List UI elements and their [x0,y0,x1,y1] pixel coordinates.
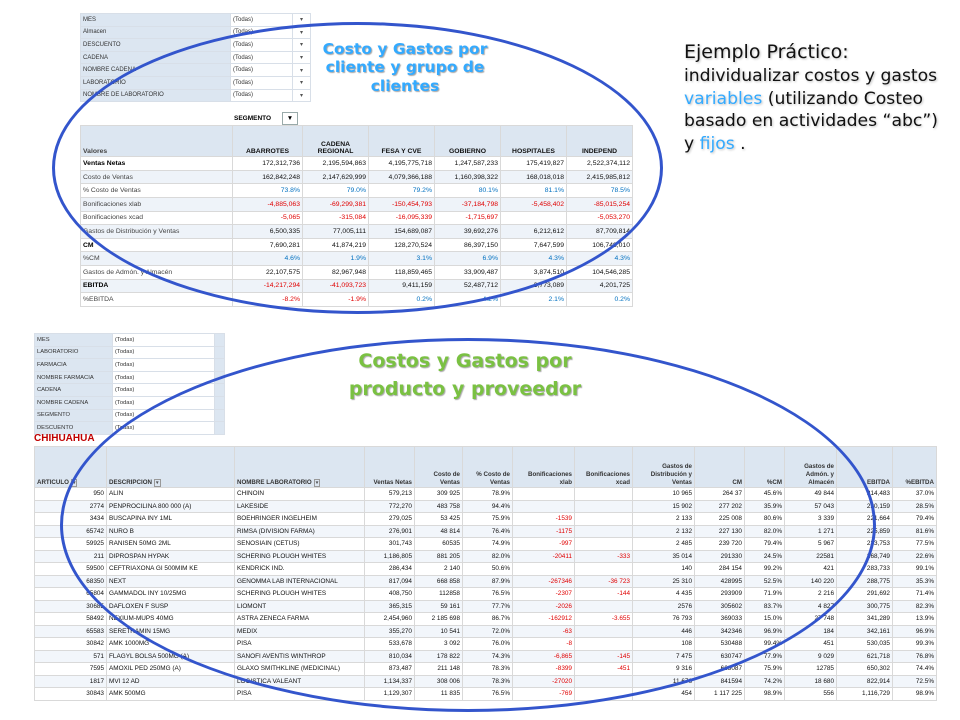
table-cell: 12785 [784,662,837,676]
table-cell: 76.8% [892,649,937,663]
top-highlight-ellipse [52,22,663,314]
explanation-highlight-variables: variables [684,88,763,109]
filter-label: NOMBRE CADENA [34,395,113,410]
explanation-title: Ejemplo Práctico: [684,41,849,63]
table-cell: 99.3% [892,637,937,651]
table-cell: 1 117 225 [694,687,745,701]
table-cell: 98.9% [744,687,785,701]
table-cell: 342,161 [836,624,893,638]
table-cell: 65583 [34,624,107,638]
table-cell: 82.3% [892,599,937,613]
bottom-highlight-ellipse [60,338,876,712]
table-cell: 621,718 [836,649,893,663]
filter-value[interactable]: (Todas) [112,345,215,360]
table-cell: 18 680 [784,674,837,688]
table-cell: 571 [34,649,107,663]
table-cell: MVI 12 AD [106,674,235,688]
filter-label: CADENA [34,383,113,397]
table-cell: 341,289 [836,612,893,626]
filter-value[interactable]: (Todas) [230,13,293,27]
filter-row: FARMACIA (Todas) [34,358,225,372]
table-cell: 22.6% [892,549,937,563]
table-cell: 9 029 [784,649,837,663]
filter-label: LABORATORIO [34,345,113,360]
filter-value[interactable]: (Todas) [112,358,215,372]
explanation-highlight-fijos: fijos [699,134,735,155]
table-cell: 96.9% [892,624,937,638]
table-cell: 1817 [34,674,107,688]
explanation-part3: . [734,134,746,155]
customer-cost-callout: Costo y Gastos por cliente y grupo de cl… [322,40,488,95]
table-cell: 98.9% [892,687,937,701]
table-cell: 30843 [34,687,107,701]
table-cell: 28.5% [892,499,937,513]
table-cell: 71.4% [892,587,937,601]
filter-row: LABORATORIO (Todas) [34,345,225,360]
table-cell: 77.5% [892,537,937,551]
table-cell: 822,914 [836,674,893,688]
table-cell: 99.1% [892,562,937,576]
table-cell: 530,035 [836,637,893,651]
table-cell: 75.9% [744,662,785,676]
table-cell: 74.2% [744,674,785,688]
table-cell: 13.9% [892,612,937,626]
region-label: CHIHUAHUA [34,433,95,444]
table-cell: 74.4% [892,662,937,676]
column-header-label: ARTICULO [37,478,69,486]
table-cell: 451 [784,637,837,651]
table-cell: 58492 [34,612,107,626]
filter-spacer [214,333,225,347]
filter-spacer [214,358,225,372]
filter-label: MES [80,13,231,27]
filter-label: Almacen [80,25,231,40]
filter-label: MES [34,333,113,347]
filter-value[interactable]: (Todas) [112,370,215,385]
filter-label: SEGMENTO [34,408,113,423]
row-label: %EBITDA [80,292,233,307]
filter-row: MES (Todas) ▾ [80,13,311,27]
table-cell: 37.0% [892,487,937,501]
column-header: %EBITDA [892,446,937,488]
column-header-label: EBITDA [866,478,890,486]
explanation-part2: (utilizando Costeo basado en actividades… [684,88,938,155]
table-cell: 300,775 [836,599,893,613]
table-cell: AMK 500MG [106,687,235,701]
table-cell: 0.2% [566,292,633,307]
table-cell: 1,116,729 [836,687,893,701]
filter-label: NOMBRE FARMACIA [34,370,113,385]
column-header-label: %EBITDA [905,478,934,486]
filter-row: MES (Todas) [34,333,225,347]
filter-value[interactable]: (Todas) [112,333,215,347]
table-cell: 35.3% [892,574,937,588]
filter-spacer [214,345,225,360]
table-cell: 72.5% [892,674,937,688]
filter-row: NOMBRE FARMACIA (Todas) [34,370,225,385]
table-cell: 841594 [694,674,745,688]
explanation-text: Ejemplo Práctico: individualizar costos … [684,40,944,156]
table-cell: 4,201,725 [566,278,633,294]
table-cell: 650,302 [836,662,893,676]
filter-label: FARMACIA [34,358,113,372]
table-cell: 79.4% [892,512,937,526]
explanation-part1: individualizar costos y gastos [684,66,938,87]
table-cell: 30842 [34,637,107,651]
table-cell: 556 [784,687,837,701]
product-cost-callout: Costos y Gastos por producto y proveedor [348,350,582,400]
table-cell: 81.6% [892,524,937,538]
table-cell: 7595 [34,662,107,676]
table-cell: 2.1% [500,292,567,307]
